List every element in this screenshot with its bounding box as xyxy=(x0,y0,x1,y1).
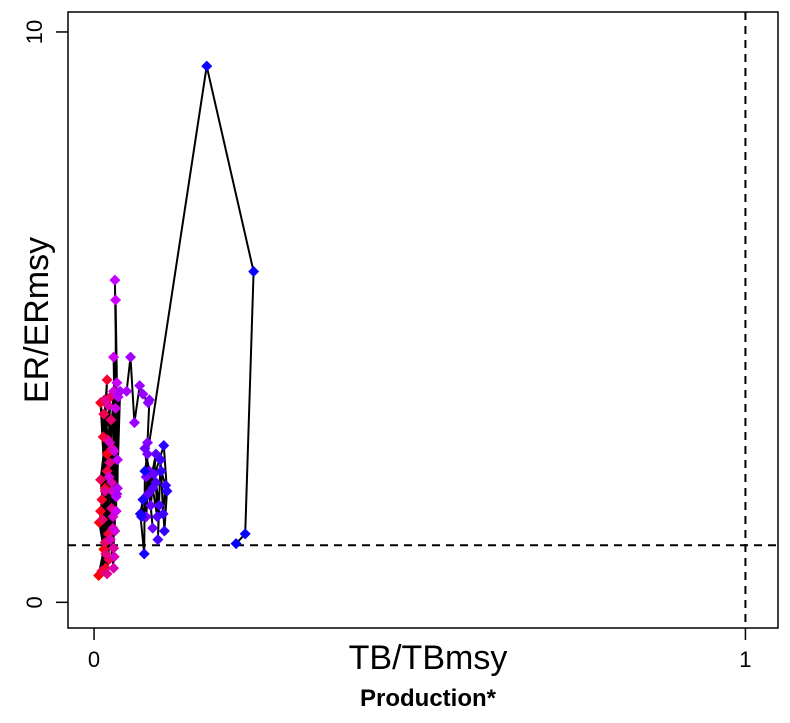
data-point-57 xyxy=(128,417,140,429)
data-point-81 xyxy=(155,465,167,477)
data-point-79 xyxy=(157,508,169,520)
chart-subtitle: Production* xyxy=(360,685,497,712)
data-point-76 xyxy=(153,499,165,511)
data-point-69 xyxy=(145,499,157,511)
data-point-84 xyxy=(158,439,170,451)
data-point-47 xyxy=(111,377,123,389)
x-tick-label-0: 0 xyxy=(88,647,100,672)
data-point-34 xyxy=(104,534,116,546)
data-point-87 xyxy=(134,508,146,520)
data-point-83 xyxy=(161,485,173,497)
data-point-49 xyxy=(112,454,124,466)
data-point-77 xyxy=(152,534,164,546)
data-point-28 xyxy=(99,485,111,497)
data-point-82 xyxy=(158,525,170,537)
data-point-20 xyxy=(97,514,109,526)
trajectory-line xyxy=(97,65,255,576)
data-point-90 xyxy=(201,60,213,72)
y-axis-title: ER/ERmsy xyxy=(18,237,56,403)
point-markers xyxy=(93,60,260,582)
data-point-44 xyxy=(108,351,120,363)
data-point-16 xyxy=(95,474,107,486)
y-tick-label-10: 10 xyxy=(22,20,47,44)
data-point-58 xyxy=(134,380,146,392)
data-point-93 xyxy=(230,538,242,550)
x-tick-label-1: 1 xyxy=(739,647,751,672)
y-tick-label-0: 0 xyxy=(22,596,47,608)
data-point-86 xyxy=(137,494,149,506)
data-point-46 xyxy=(110,294,122,306)
data-point-29 xyxy=(108,542,120,554)
data-point-67 xyxy=(139,442,151,454)
data-point-22 xyxy=(100,548,112,560)
data-point-42 xyxy=(108,445,120,457)
data-point-21 xyxy=(105,414,117,426)
data-point-37 xyxy=(104,437,116,449)
data-point-75 xyxy=(150,477,162,489)
x-axis-title: TB/TBmsy xyxy=(349,639,508,677)
data-point-91 xyxy=(248,266,260,278)
data-point-6 xyxy=(95,505,107,517)
data-point-55 xyxy=(121,385,133,397)
data-point-26 xyxy=(101,568,113,580)
data-point-56 xyxy=(125,351,137,363)
data-point-48 xyxy=(109,274,121,286)
data-point-41 xyxy=(109,525,121,537)
data-point-9 xyxy=(101,374,113,386)
data-point-33 xyxy=(108,562,120,574)
plot-frame xyxy=(67,11,779,629)
data-point-61 xyxy=(143,394,155,406)
data-point-36 xyxy=(108,551,120,563)
data-point-8 xyxy=(96,494,108,506)
data-point-68 xyxy=(147,522,159,534)
data-point-43 xyxy=(110,402,122,414)
data-point-89 xyxy=(139,465,151,477)
data-point-40 xyxy=(103,471,115,483)
data-point-88 xyxy=(138,548,150,560)
data-point-59 xyxy=(137,388,149,400)
data-point-54 xyxy=(114,385,126,397)
data-point-92 xyxy=(239,528,251,540)
data-point-53 xyxy=(111,488,123,500)
data-point-45 xyxy=(110,505,122,517)
data-point-78 xyxy=(154,454,166,466)
data-point-14 xyxy=(98,408,110,420)
